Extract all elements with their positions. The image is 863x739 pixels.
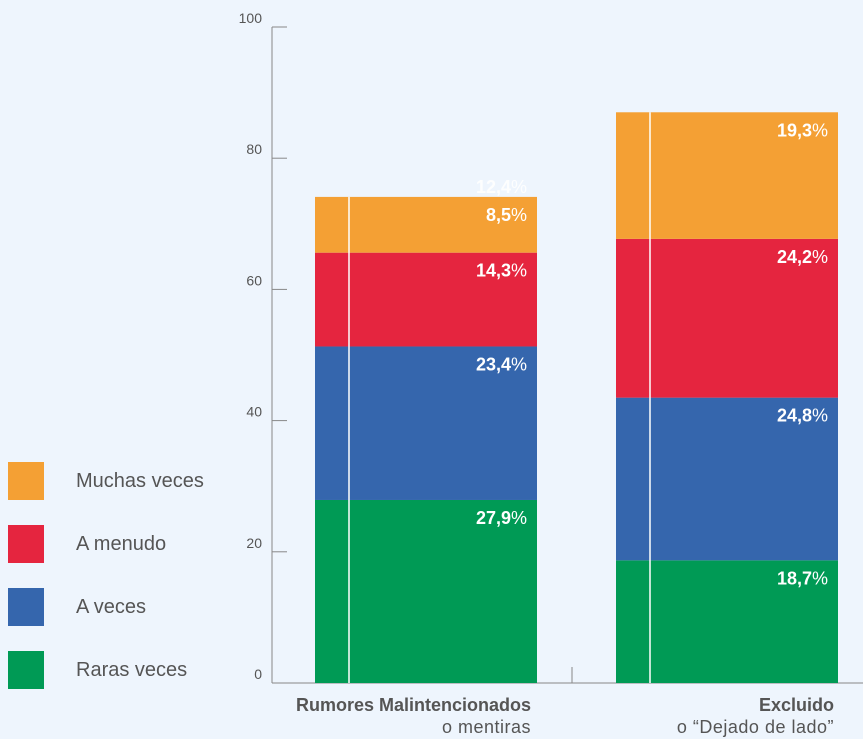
bar-segment-a-veces <box>315 346 537 500</box>
data-label: 18,7% <box>777 568 828 588</box>
bar-segment-raras-veces <box>616 560 838 683</box>
legend-item-raras-veces: Raras veces <box>8 651 223 689</box>
extra-data-label: 12,4% <box>476 177 527 197</box>
data-label: 19,3% <box>777 120 828 140</box>
y-tick-label: 0 <box>254 666 262 682</box>
y-tick-label: 80 <box>246 141 262 157</box>
bar-segment-muchas-veces <box>315 196 537 253</box>
y-tick-label: 100 <box>239 10 263 26</box>
legend-label-a-veces: A veces <box>76 595 147 618</box>
data-label: 14,3% <box>476 261 527 281</box>
legend-label-muchas-veces: Muchas veces <box>76 469 204 492</box>
category-label-sub: o mentiras <box>441 717 531 737</box>
y-tick-label: 20 <box>246 535 262 551</box>
legend-swatch-raras-veces <box>8 651 44 689</box>
bar-segment-raras-veces <box>315 499 537 683</box>
bar-segment-a-menudo <box>616 238 838 398</box>
legend-label-a-menudo: A menudo <box>76 532 167 555</box>
legend-item-muchas-veces: Muchas veces <box>8 462 223 500</box>
category-label-main: Excluido <box>758 695 834 715</box>
legend-item-a-veces: A veces <box>8 588 223 626</box>
legend-item-a-menudo: A menudo <box>8 525 223 563</box>
y-tick-label: 60 <box>246 272 262 288</box>
y-tick-label: 40 <box>246 404 262 420</box>
category-label-excluido: Excluido o “Dejado de lado” <box>677 694 834 738</box>
data-label: 24,2% <box>777 247 828 267</box>
bar-segment-a-menudo <box>315 252 537 347</box>
data-label: 27,9% <box>476 508 527 528</box>
legend-swatch-a-menudo <box>8 525 44 563</box>
category-label-rumores: Rumores Malintencionados o mentiras <box>296 694 531 738</box>
legend: Muchas veces A menudo A veces Raras vece… <box>8 462 223 714</box>
data-label: 23,4% <box>476 354 527 374</box>
legend-swatch-muchas-veces <box>8 462 44 500</box>
legend-label-raras-veces: Raras veces <box>76 658 188 681</box>
bar-segment-a-veces <box>616 397 838 561</box>
category-label-main: Rumores Malintencionados <box>295 695 531 715</box>
legend-swatch-a-veces <box>8 588 44 626</box>
data-label: 24,8% <box>777 406 828 426</box>
bar-segment-muchas-veces <box>616 112 838 239</box>
data-label: 8,5% <box>486 205 527 225</box>
category-label-sub: o “Dejado de lado” <box>676 717 834 737</box>
